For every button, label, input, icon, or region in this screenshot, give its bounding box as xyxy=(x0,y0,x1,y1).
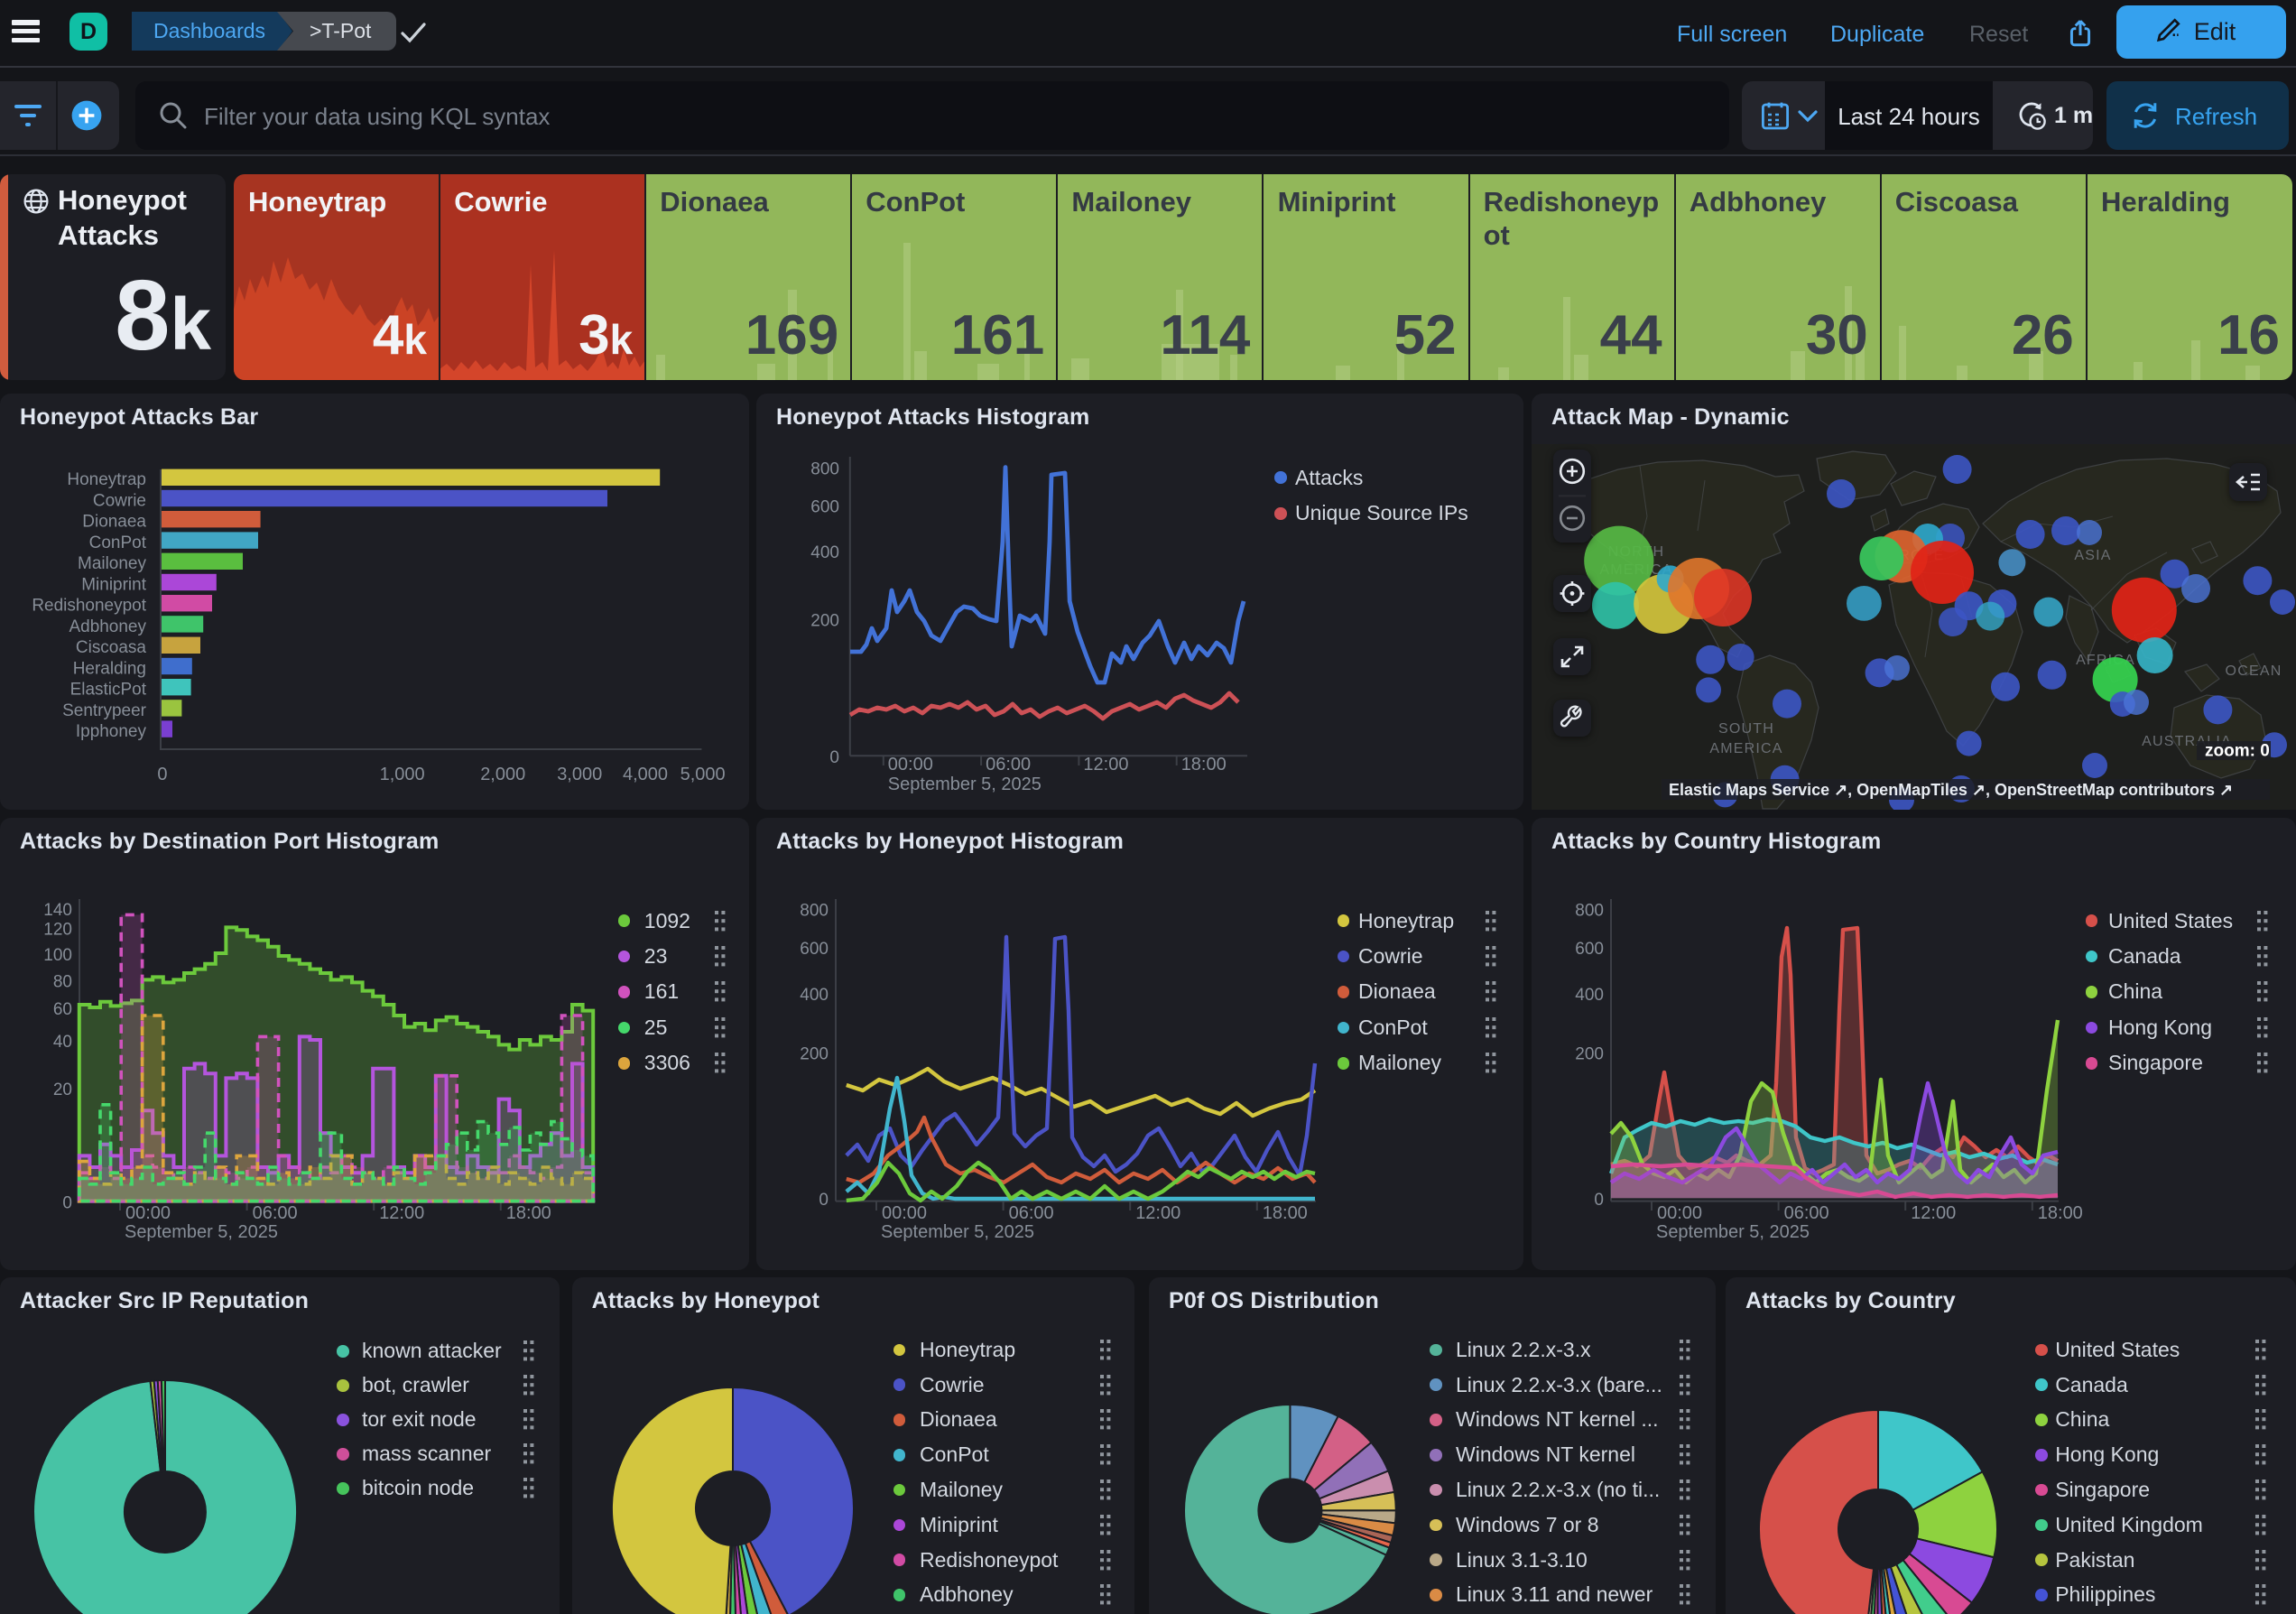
svg-text:100: 100 xyxy=(43,946,72,965)
svg-text:September 5, 2025: September 5, 2025 xyxy=(1656,1222,1810,1242)
svg-text:400: 400 xyxy=(1575,986,1604,1005)
svg-text:18:00: 18:00 xyxy=(506,1203,551,1223)
svg-text:12:00: 12:00 xyxy=(1911,1203,1956,1223)
svg-text:Elastic Maps Service ↗, OpenMa: Elastic Maps Service ↗, OpenMapTiles ↗, … xyxy=(1669,781,2233,799)
svg-text:Sentrypeer: Sentrypeer xyxy=(62,701,146,720)
svg-text:Cowrie: Cowrie xyxy=(93,491,146,510)
svg-text:September 5, 2025: September 5, 2025 xyxy=(881,1222,1034,1242)
svg-text:0: 0 xyxy=(62,1194,72,1213)
svg-text:18:00: 18:00 xyxy=(1181,755,1227,775)
svg-text:September 5, 2025: September 5, 2025 xyxy=(888,775,1042,794)
svg-text:2,000: 2,000 xyxy=(480,765,525,784)
svg-text:200: 200 xyxy=(800,1044,829,1063)
svg-text:12:00: 12:00 xyxy=(1083,755,1128,775)
svg-text:Ipphoney: Ipphoney xyxy=(76,722,147,741)
svg-text:September 5, 2025: September 5, 2025 xyxy=(125,1222,278,1242)
svg-text:0: 0 xyxy=(819,1191,829,1210)
svg-text:18:00: 18:00 xyxy=(2038,1203,2083,1223)
svg-text:600: 600 xyxy=(800,940,829,959)
svg-text:zoom: 0: zoom: 0 xyxy=(2205,742,2270,761)
svg-text:Ciscoasa: Ciscoasa xyxy=(76,638,147,657)
svg-text:00:00: 00:00 xyxy=(888,755,933,775)
svg-text:ConPot: ConPot xyxy=(89,533,147,552)
svg-text:00:00: 00:00 xyxy=(882,1203,927,1223)
svg-text:AMERICA: AMERICA xyxy=(1709,741,1782,756)
svg-text:400: 400 xyxy=(800,986,829,1005)
svg-text:120: 120 xyxy=(43,920,72,939)
svg-text:800: 800 xyxy=(800,901,829,920)
svg-text:4,000: 4,000 xyxy=(623,765,668,784)
svg-text:140: 140 xyxy=(43,901,72,920)
svg-text:18:00: 18:00 xyxy=(1263,1203,1308,1223)
svg-text:800: 800 xyxy=(1575,901,1604,920)
svg-text:20: 20 xyxy=(53,1081,72,1099)
svg-text:06:00: 06:00 xyxy=(253,1203,298,1223)
svg-text:600: 600 xyxy=(1575,940,1604,959)
svg-text:Redishoneypot: Redishoneypot xyxy=(32,597,146,616)
svg-text:12:00: 12:00 xyxy=(379,1203,424,1223)
svg-text:200: 200 xyxy=(1575,1044,1604,1063)
svg-text:Dionaea: Dionaea xyxy=(82,513,146,532)
svg-text:0: 0 xyxy=(157,765,167,784)
svg-text:800: 800 xyxy=(810,459,839,478)
svg-text:0: 0 xyxy=(1594,1191,1604,1210)
svg-text:5,000: 5,000 xyxy=(680,765,726,784)
svg-text:Miniprint: Miniprint xyxy=(81,575,146,594)
svg-text:00:00: 00:00 xyxy=(1657,1203,1702,1223)
svg-text:400: 400 xyxy=(810,543,839,562)
svg-text:06:00: 06:00 xyxy=(1784,1203,1829,1223)
svg-text:12:00: 12:00 xyxy=(1135,1203,1180,1223)
svg-text:06:00: 06:00 xyxy=(986,755,1031,775)
svg-text:60: 60 xyxy=(53,1000,72,1019)
svg-text:0: 0 xyxy=(829,748,839,767)
svg-text:00:00: 00:00 xyxy=(125,1203,171,1223)
svg-text:Adbhoney: Adbhoney xyxy=(69,617,146,636)
svg-text:80: 80 xyxy=(53,972,72,991)
svg-text:40: 40 xyxy=(53,1033,72,1052)
svg-text:Honeytrap: Honeytrap xyxy=(67,470,146,489)
svg-text:ElasticPot: ElasticPot xyxy=(70,681,147,700)
svg-text:3,000: 3,000 xyxy=(557,765,602,784)
svg-text:1,000: 1,000 xyxy=(380,765,425,784)
svg-text:06:00: 06:00 xyxy=(1009,1203,1054,1223)
svg-text:Heralding: Heralding xyxy=(73,659,146,678)
svg-text:OCEAN: OCEAN xyxy=(2226,663,2282,679)
svg-text:ASIA: ASIA xyxy=(2074,548,2111,563)
svg-text:SOUTH: SOUTH xyxy=(1718,721,1774,737)
svg-text:200: 200 xyxy=(810,611,839,630)
svg-text:Mailoney: Mailoney xyxy=(78,554,146,573)
svg-text:600: 600 xyxy=(810,498,839,517)
